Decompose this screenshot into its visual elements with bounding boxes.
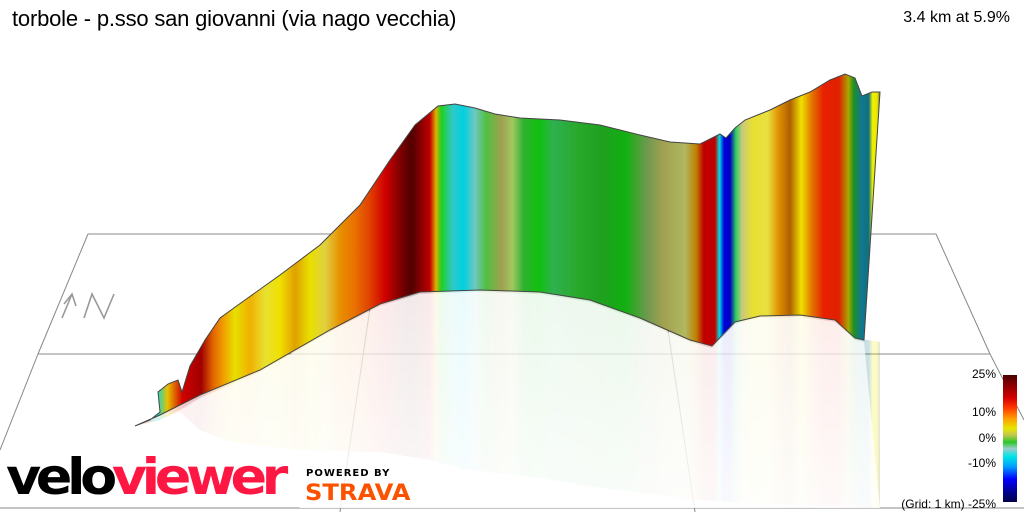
logo-viewer: viewer <box>111 448 288 506</box>
legend-tick-0: 0% <box>978 431 996 445</box>
legend-tick-min: -25% <box>967 497 996 511</box>
profile-wall <box>134 73 881 427</box>
legend-tick-max: 25% <box>971 367 996 381</box>
gradient-color-bar <box>1003 375 1017 502</box>
logo-velo: velo <box>6 448 117 506</box>
north-arrow-icon <box>61 291 115 320</box>
gradient-legend: 25% 10% 0% -10% <box>914 366 1024 512</box>
segment-summary: 3.4 km at 5.9% <box>903 9 1010 26</box>
grid-note: (Grid: 1 km) -25% <box>901 497 996 511</box>
legend-tick-10: 10% <box>971 405 996 419</box>
grid-scale-label: (Grid: 1 km) <box>901 497 965 511</box>
strava-logo[interactable]: STRAVA <box>305 481 411 506</box>
segment-title: torbole - p.sso san giovanni (via nago v… <box>12 6 457 31</box>
legend-tick-m10: -10% <box>967 456 996 470</box>
powered-by-label: POWERED BY <box>306 468 391 479</box>
veloviewer-logo[interactable]: veloviewer <box>6 452 288 502</box>
profile-floor <box>160 292 880 508</box>
